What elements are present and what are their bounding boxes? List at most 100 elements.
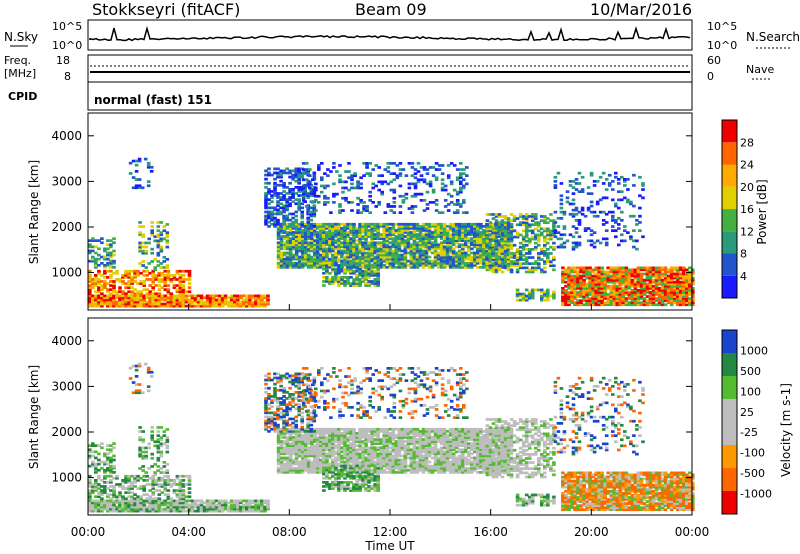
- power-cell: [151, 288, 155, 291]
- power-cell: [540, 294, 544, 298]
- power-cell: [515, 288, 520, 292]
- power-cell: [582, 303, 586, 307]
- velocity-cell: [190, 503, 195, 507]
- power-cell: [109, 245, 113, 249]
- power-cell: [494, 235, 498, 238]
- power-cell: [211, 304, 216, 308]
- power-cell: [567, 270, 571, 274]
- velocity-cell: [211, 505, 216, 509]
- power-cell: [685, 270, 689, 274]
- power-cell: [465, 211, 469, 214]
- power-cell: [109, 304, 113, 308]
- power-cell: [352, 257, 356, 261]
- power-cell: [223, 294, 228, 298]
- power-cell: [267, 188, 271, 191]
- power-cell: [376, 229, 380, 232]
- power-cell: [124, 294, 128, 298]
- power-cell: [642, 282, 647, 286]
- power-cell: [322, 225, 326, 228]
- power-cell: [162, 266, 167, 269]
- power-cell: [144, 251, 148, 255]
- power-cell: [361, 261, 365, 265]
- power-cell: [146, 184, 151, 188]
- power-cell: [355, 247, 359, 251]
- power-cell: [340, 267, 344, 271]
- power-cell: [430, 247, 435, 251]
- power-cell: [373, 259, 377, 263]
- power-cell: [654, 282, 659, 286]
- power-cell: [629, 214, 633, 218]
- power-cell: [439, 255, 444, 259]
- power-cell: [88, 243, 92, 247]
- power-cell: [127, 269, 131, 273]
- power-cell: [442, 253, 447, 257]
- power-cell: [310, 233, 314, 236]
- velocity-cell: [91, 499, 95, 503]
- velocity-cell: [133, 497, 137, 501]
- power-cell: [169, 304, 174, 308]
- power-cell: [282, 227, 287, 230]
- velocity-cell: [154, 503, 158, 507]
- power-cell: [310, 263, 314, 267]
- velocity-cell: [178, 501, 183, 505]
- power-cell: [615, 266, 620, 270]
- power-cell: [482, 237, 486, 240]
- power-cell: [552, 225, 556, 229]
- power-cell: [127, 282, 131, 285]
- power-cell: [485, 237, 489, 240]
- power-cell: [154, 304, 158, 308]
- power-cell: [509, 225, 514, 229]
- power-cell: [97, 280, 101, 283]
- power-cell: [412, 255, 417, 259]
- velocity-cell: [178, 487, 183, 490]
- power-cell: [145, 296, 149, 300]
- power-cell: [279, 261, 284, 265]
- power-cell: [675, 299, 680, 302]
- nsky-trace: [89, 25, 691, 42]
- power-cell: [512, 235, 517, 239]
- power-cell: [181, 286, 186, 289]
- power-cell: [567, 284, 571, 288]
- velocity-cell: [127, 491, 131, 494]
- power-cell: [543, 235, 547, 239]
- power-cell: [562, 245, 567, 249]
- power-cell: [291, 235, 296, 238]
- power-cell: [570, 278, 574, 282]
- power-cell: [151, 280, 155, 283]
- power-cell: [427, 263, 432, 267]
- power-cell: [263, 300, 267, 304]
- power-cell: [142, 284, 146, 287]
- power-cell: [521, 235, 526, 239]
- power-cell: [251, 300, 255, 304]
- power-cell: [442, 239, 447, 242]
- power-cell: [442, 225, 447, 228]
- velocity-cell: [151, 497, 155, 501]
- power-cell: [607, 184, 612, 187]
- power-cell: [660, 280, 665, 284]
- power-cell: [346, 245, 350, 249]
- power-cell: [663, 289, 668, 292]
- power-cell: [389, 209, 394, 212]
- power-cell: [409, 257, 414, 261]
- power-cell: [663, 303, 668, 307]
- power-cell: [341, 209, 345, 212]
- velocity-cell: [193, 509, 198, 513]
- power-cell: [461, 243, 465, 247]
- power-cell: [467, 229, 471, 232]
- power-cell: [311, 178, 315, 182]
- velocity-cell: [266, 507, 270, 511]
- power-colorbar-label: Power [dB]: [755, 179, 769, 244]
- power-cell: [364, 257, 368, 261]
- power-cell: [688, 274, 692, 278]
- power-cell: [552, 241, 556, 245]
- power-cell: [579, 301, 583, 304]
- velocity-cell: [130, 509, 134, 513]
- power-cell: [320, 176, 324, 180]
- power-cell: [229, 302, 234, 306]
- power-cell: [577, 182, 582, 185]
- power-cell: [618, 303, 623, 307]
- power-cell: [500, 237, 504, 240]
- power-cell: [410, 162, 415, 165]
- power-cell: [94, 294, 98, 298]
- power-cell: [576, 301, 580, 304]
